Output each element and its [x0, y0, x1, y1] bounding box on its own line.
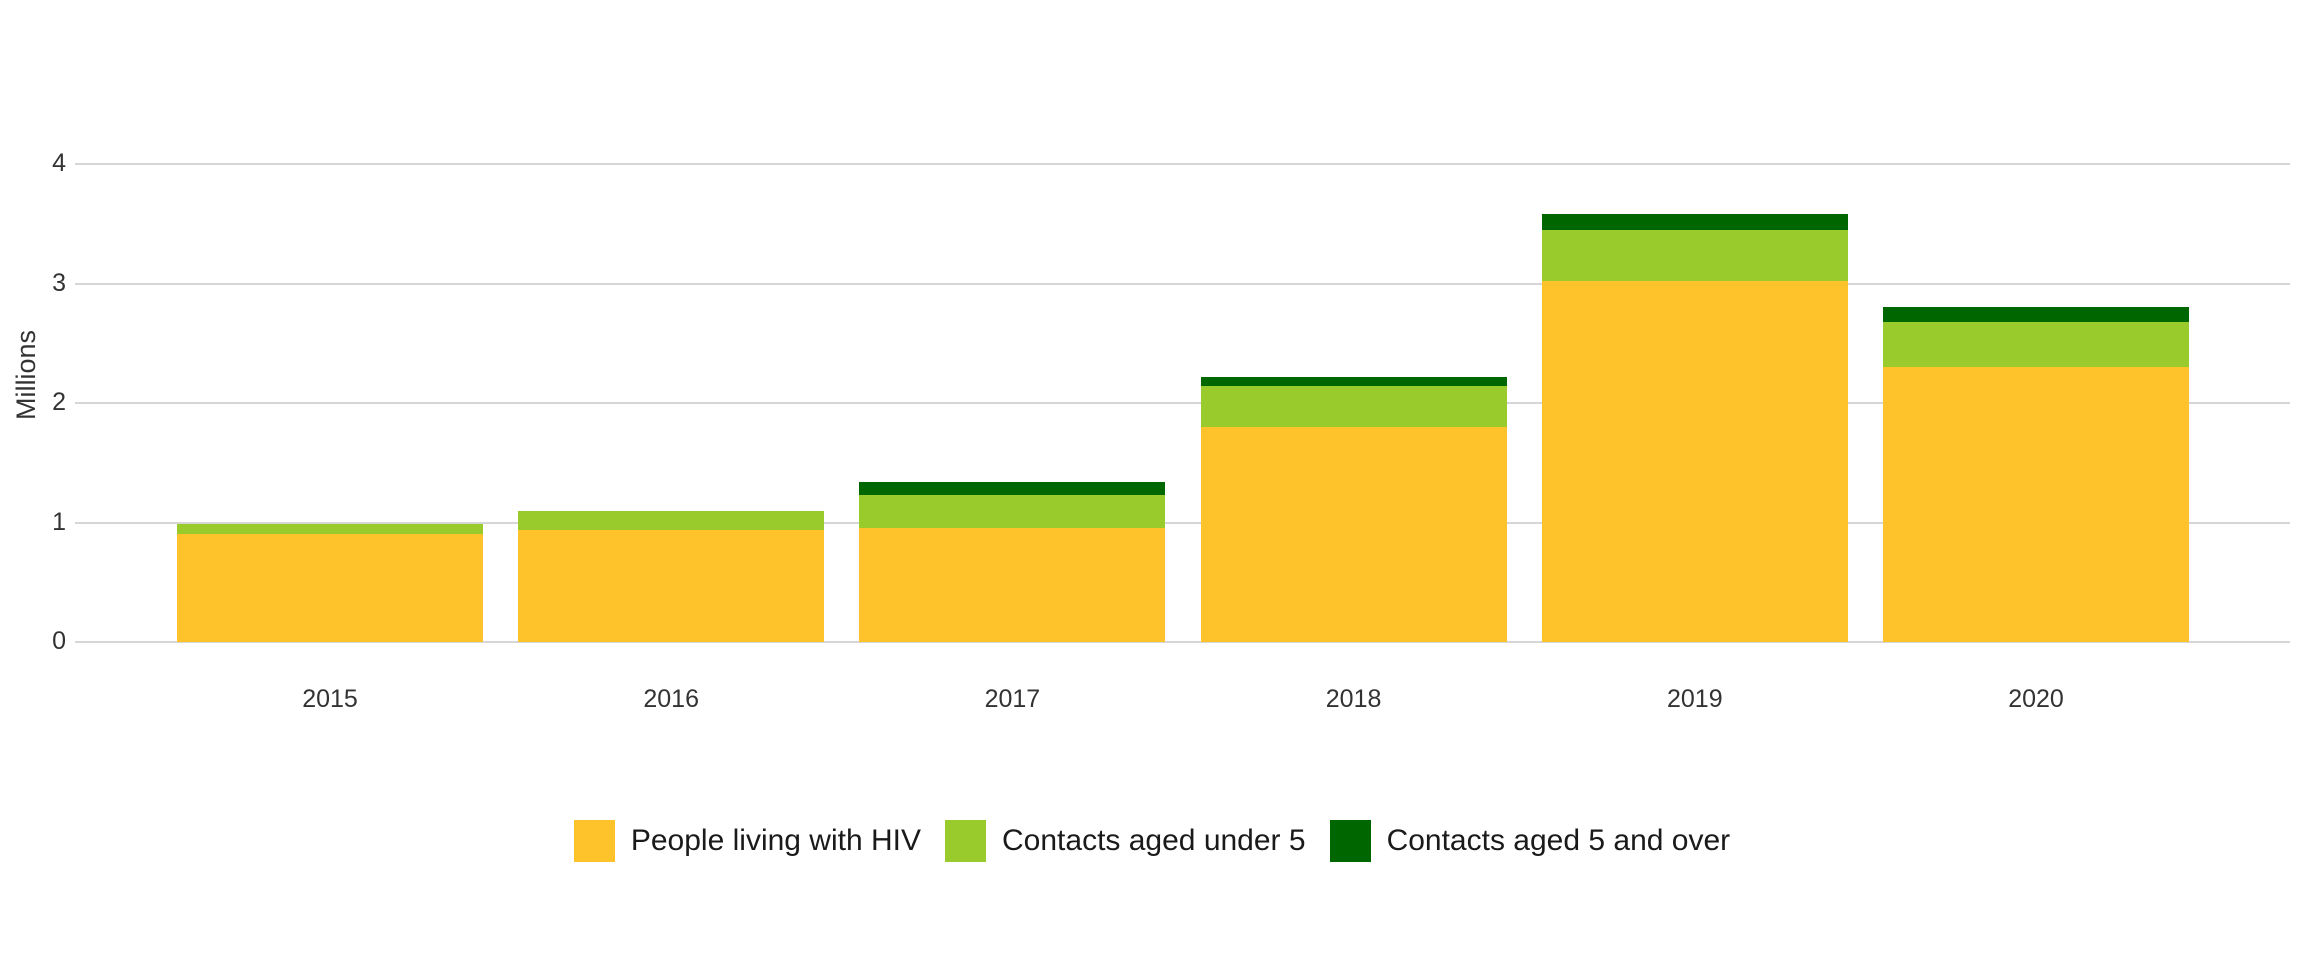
legend-label-contacts-aged-under-5: Contacts aged under 5 — [1002, 824, 1306, 857]
legend-item-contacts-aged-5-and-over[interactable]: Contacts aged 5 and over — [1329, 820, 1731, 862]
bar-segment-contacts-aged-5-and-over-2017[interactable] — [859, 481, 1166, 495]
bar-segment-people-living-with-hiv-2018[interactable] — [1200, 426, 1507, 642]
x-axis-label-2017: 2017 — [984, 685, 1041, 713]
legend-item-people-living-with-hiv[interactable]: People living with HIV — [573, 820, 922, 862]
bar-segment-contacts-aged-under-5-2015[interactable] — [177, 523, 483, 535]
x-axis-label-2015: 2015 — [302, 685, 358, 713]
legend-item-contacts-aged-under-5[interactable]: Contacts aged under 5 — [945, 820, 1306, 862]
bar-segment-contacts-aged-under-5-2016[interactable] — [518, 510, 825, 530]
legend-swatch-contacts-aged-under-5 — [945, 820, 987, 862]
bar-segment-people-living-with-hiv-2019[interactable] — [1541, 281, 1848, 642]
x-axis-label-2019: 2019 — [1666, 685, 1723, 713]
gridline-1 — [75, 521, 2290, 524]
bar-segment-contacts-aged-5-and-over-2020[interactable] — [1883, 307, 2189, 322]
bar-segment-contacts-aged-under-5-2018[interactable] — [1200, 386, 1507, 427]
y-tick-label-2: 2 — [52, 388, 66, 416]
gridline-0 — [75, 641, 2290, 643]
legend-swatch-people-living-with-hiv — [573, 820, 615, 862]
y-tick-label-4: 4 — [52, 149, 66, 177]
x-axis-label-2016: 2016 — [643, 685, 699, 713]
y-axis-title: Millions — [11, 329, 41, 421]
x-axis-label-2020: 2020 — [2008, 685, 2064, 713]
bar-segment-contacts-aged-5-and-over-2019[interactable] — [1541, 214, 1848, 230]
bar-segment-contacts-aged-5-and-over-2018[interactable] — [1200, 376, 1507, 387]
legend-label-contacts-aged-5-and-over: Contacts aged 5 and over — [1386, 824, 1731, 857]
gridline-3 — [75, 282, 2290, 285]
legend: People living with HIV Contacts aged unde… — [0, 818, 2304, 864]
y-tick-label-0: 0 — [52, 627, 66, 655]
bar-segment-people-living-with-hiv-2020[interactable] — [1883, 367, 2189, 642]
bar-segment-people-living-with-hiv-2017[interactable] — [859, 528, 1166, 642]
gridline-2 — [75, 402, 2290, 404]
bar-segment-contacts-aged-under-5-2019[interactable] — [1541, 229, 1848, 282]
x-axis-label-2018: 2018 — [1325, 685, 1382, 713]
legend-label-people-living-with-hiv: People living with HIV — [630, 824, 922, 857]
y-tick-label-3: 3 — [52, 268, 66, 297]
legend-swatch-contacts-aged-5-and-over — [1329, 820, 1371, 862]
gridline-4 — [75, 163, 2290, 165]
y-tick-label-1: 1 — [52, 507, 66, 536]
bar-segment-contacts-aged-under-5-2017[interactable] — [859, 495, 1166, 529]
bar-segment-people-living-with-hiv-2016[interactable] — [518, 529, 825, 642]
bar-segment-people-living-with-hiv-2015[interactable] — [177, 534, 483, 642]
bar-segment-contacts-aged-under-5-2020[interactable] — [1883, 321, 2189, 368]
